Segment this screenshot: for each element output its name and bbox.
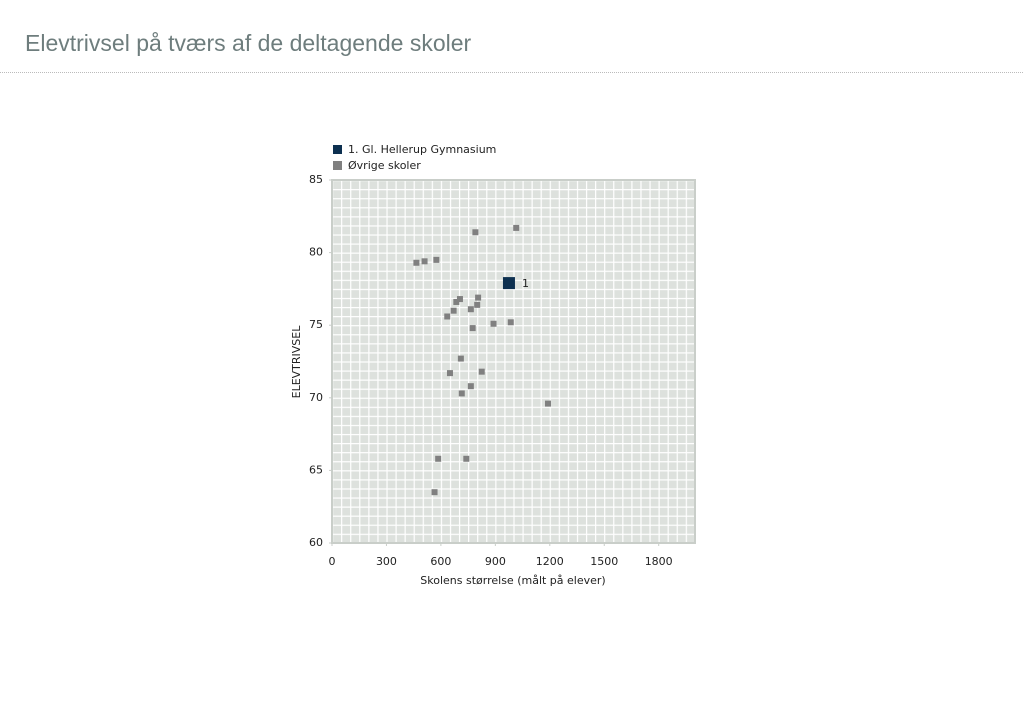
- data-point: [502, 277, 515, 290]
- data-point: [475, 294, 482, 301]
- page-title: Elevtrivsel på tværs af de deltagende sk…: [25, 30, 472, 56]
- data-point: [421, 258, 428, 265]
- point-label: 1: [522, 277, 529, 290]
- x-tick-label: 600: [430, 555, 451, 568]
- legend-label: 1. Gl. Hellerup Gymnasium: [348, 143, 496, 156]
- y-tick-label: 75: [309, 318, 323, 331]
- data-point: [544, 400, 551, 407]
- data-point: [467, 306, 474, 313]
- data-point: [431, 489, 438, 496]
- data-point: [435, 455, 442, 462]
- y-tick-label: 60: [309, 536, 323, 549]
- data-point: [513, 224, 520, 231]
- data-point: [467, 383, 474, 390]
- x-tick-label: 900: [485, 555, 506, 568]
- x-tick-label: 1200: [536, 555, 564, 568]
- data-point: [453, 298, 460, 305]
- data-point: [433, 256, 440, 263]
- data-point: [478, 368, 485, 375]
- x-axis-title: Skolens størrelse (målt på elever): [420, 574, 605, 587]
- data-point: [474, 301, 481, 308]
- y-tick-label: 65: [309, 463, 323, 476]
- data-point: [456, 296, 463, 303]
- data-point: [446, 370, 453, 377]
- data-point: [490, 320, 497, 327]
- legend-label: Øvrige skoler: [348, 159, 421, 172]
- data-point: [413, 259, 420, 266]
- x-tick-label: 1800: [645, 555, 673, 568]
- x-tick-label: 300: [376, 555, 397, 568]
- legend-swatch: [333, 161, 342, 170]
- data-point: [463, 455, 470, 462]
- y-tick-label: 80: [309, 246, 323, 259]
- y-axis-title: ELEVTRIVSEL: [290, 325, 303, 399]
- plot-area: [331, 179, 696, 544]
- y-tick-label: 70: [309, 391, 323, 404]
- y-tick-label: 85: [309, 173, 323, 186]
- data-point: [458, 390, 465, 397]
- legend-swatch: [333, 145, 342, 154]
- data-point: [469, 325, 476, 332]
- data-point: [450, 307, 457, 314]
- separator: [0, 72, 1023, 73]
- x-tick-label: 0: [329, 555, 336, 568]
- data-point: [444, 313, 451, 320]
- x-tick-label: 1500: [590, 555, 618, 568]
- data-point: [457, 355, 464, 362]
- data-point: [507, 319, 514, 326]
- data-point: [472, 229, 479, 236]
